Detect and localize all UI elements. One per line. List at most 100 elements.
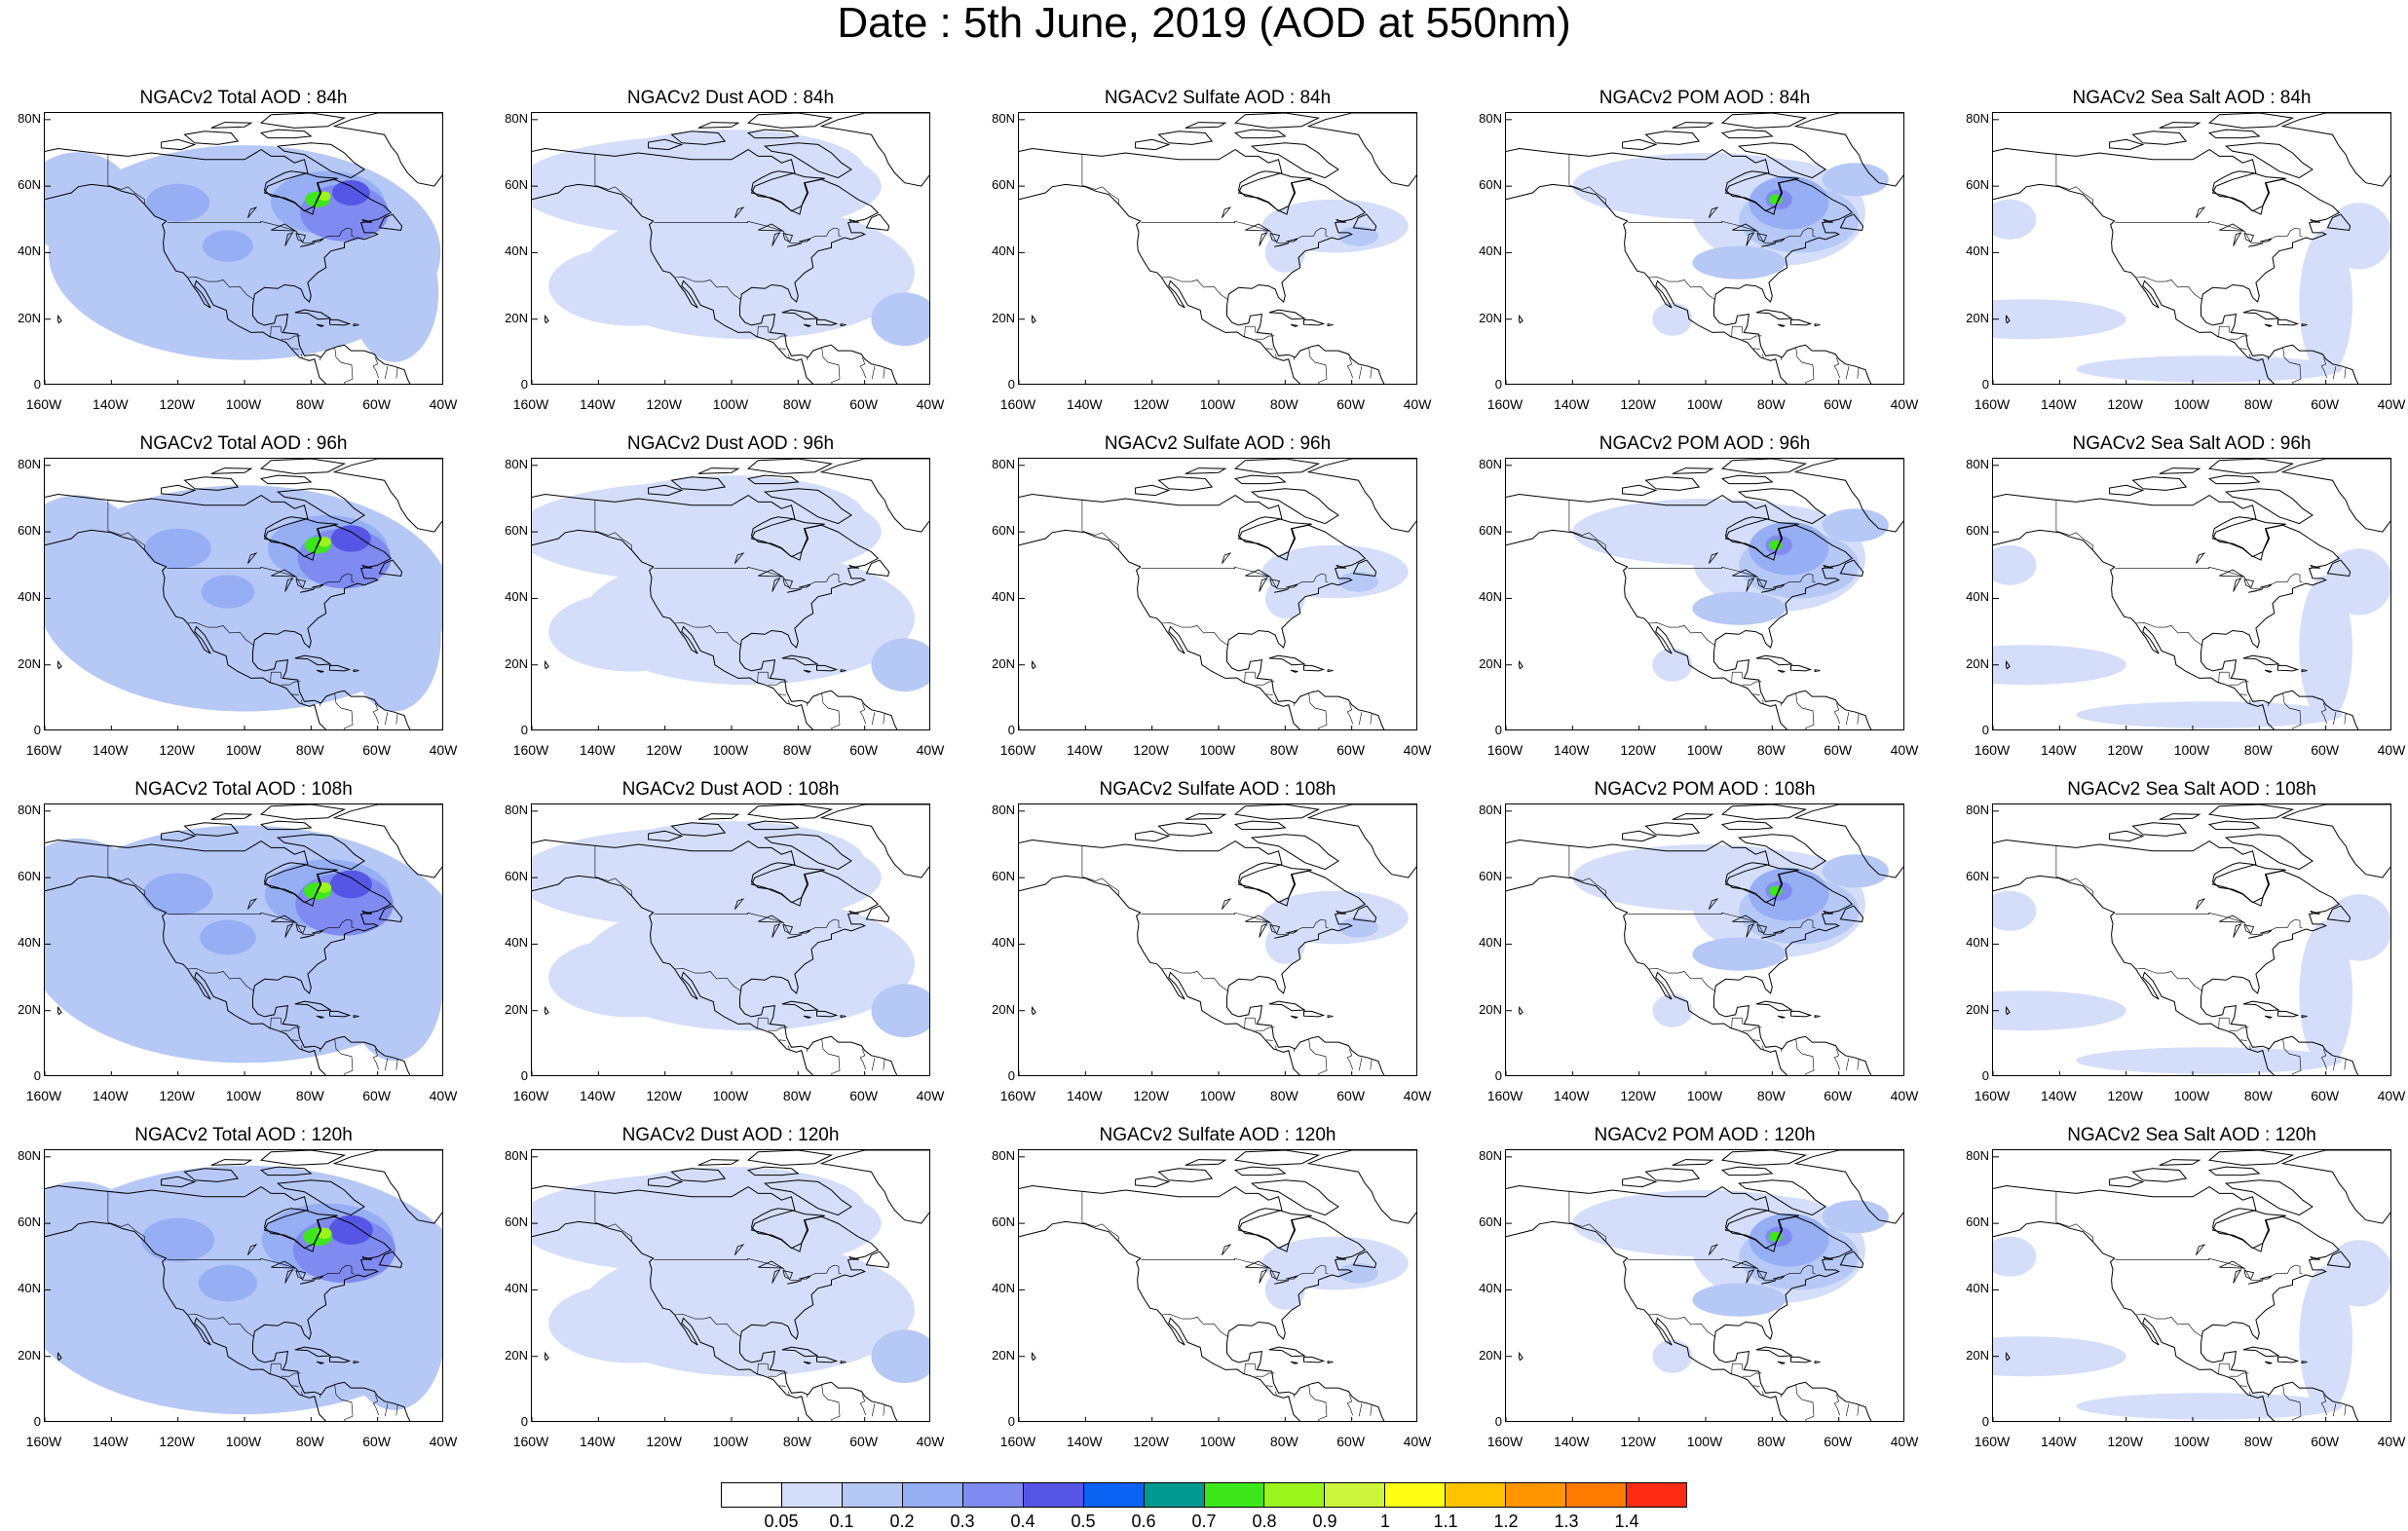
coastline [1793, 1150, 1903, 1224]
coastline [1793, 113, 1903, 187]
map-frame [1018, 803, 1417, 1076]
map-frame [1992, 803, 2391, 1076]
coastline [697, 813, 740, 820]
coastline [2159, 1159, 2201, 1166]
longitude-label: 100W [1686, 1434, 1723, 1449]
country-border [2218, 671, 2230, 684]
coastline [353, 1015, 359, 1019]
latitude-label: 80N [1479, 456, 1502, 471]
lake-outline [1756, 1270, 1768, 1281]
lake-outline [1259, 232, 1268, 246]
longitude-label: 160W [1486, 396, 1524, 412]
longitude-label: 80W [295, 742, 324, 758]
coastline [1777, 1361, 1786, 1364]
coastline [1672, 467, 1714, 474]
longitude-label: 120W [159, 742, 195, 758]
country-border [1742, 335, 1762, 340]
country-border [1254, 1363, 1257, 1370]
longitude-label: 80W [1269, 396, 1298, 412]
country-border [1752, 1385, 1760, 1387]
panel-title: NGACv2 Sulfate AOD : 108h [1099, 779, 1336, 800]
country-border [1568, 876, 1606, 896]
coastline [1019, 147, 1385, 384]
aod-contour-region [45, 152, 135, 254]
country-border [1141, 912, 1329, 936]
panel-title: NGACv2 POM AOD : 120h [1594, 1125, 1816, 1145]
country-border [757, 1363, 769, 1375]
longitude-label: 60W [2311, 396, 2340, 412]
map-panel-pom-84h: NGACv2 POM AOD : 84h 80N 60N 40N 20N 0 160W 140… [1461, 88, 1948, 433]
lake-outline [1756, 579, 1768, 589]
longitude-label: 40W [429, 742, 458, 758]
country-border [859, 1394, 866, 1416]
aod-contour-region [1264, 923, 1305, 964]
lake-outline [771, 1269, 781, 1284]
latitude-label: 0 [1007, 1068, 1015, 1083]
longitude-label: 160W [25, 396, 62, 412]
latitude-label: 0 [1494, 1414, 1502, 1429]
lake-outline [2243, 579, 2255, 589]
lake-outline [284, 232, 294, 246]
coastline [1290, 1015, 1298, 1019]
longitude-label: 80W [295, 1088, 324, 1103]
lake-outline [247, 206, 258, 218]
colorbar-tick-label: 0.1 [829, 1512, 854, 1531]
country-border [1742, 1027, 1762, 1031]
latitude-label: 40N [18, 243, 41, 259]
coastline [1724, 862, 1799, 907]
country-border [167, 912, 355, 936]
aod-contour-region [2076, 1047, 2343, 1074]
longitude-label: 100W [225, 396, 262, 412]
coastline [763, 488, 852, 525]
coastline [2264, 1015, 2273, 1019]
coastline [1233, 129, 1287, 139]
aod-contour-region [1652, 648, 1693, 682]
country-border [270, 1363, 282, 1375]
coastline [1019, 1184, 1385, 1421]
map-panel-dust-84h: NGACv2 Dust AOD : 84h 80N 60N 40N 20N 0 160W 14… [487, 88, 974, 433]
latitude-label: 60N [1479, 869, 1502, 884]
coastline [361, 218, 373, 223]
country-border [2228, 1018, 2231, 1025]
longitude-label: 140W [93, 742, 129, 758]
coastline [1622, 484, 1658, 497]
coastline [378, 905, 403, 923]
country-border [107, 1221, 145, 1242]
latitude-label: 40N [992, 243, 1015, 259]
latitude-label: 40N [505, 589, 528, 605]
lake-outline [2248, 934, 2263, 939]
coastline [750, 862, 825, 907]
map-panel-pom-96h: NGACv2 POM AOD : 96h 80N 60N 40N 20N 0 160W 140… [1461, 433, 1948, 779]
country-border [1845, 1403, 1850, 1417]
country-border [757, 1017, 769, 1029]
country-border [1857, 713, 1860, 725]
aod-contour-region [2299, 920, 2352, 1067]
coastline [259, 1166, 313, 1176]
country-border [674, 276, 741, 300]
lake-outline [295, 233, 307, 243]
country-border [1648, 967, 1715, 991]
aod-contour-region [328, 1214, 373, 1245]
lake-outline [2248, 243, 2263, 247]
coastline [2207, 474, 2261, 485]
aod-contour-region [1822, 508, 1889, 542]
country-border [806, 356, 809, 361]
country-border [1762, 1045, 1764, 1051]
coastline [2242, 1346, 2280, 1358]
coastline [353, 1361, 359, 1364]
coastline [1250, 834, 1339, 871]
longitude-label: 80W [1269, 1434, 1298, 1449]
country-border [1833, 702, 1840, 725]
coastline [1814, 323, 1821, 327]
coastline [750, 1208, 825, 1252]
coastline [746, 1150, 834, 1166]
coastline [1777, 1015, 1786, 1019]
coastline [840, 323, 847, 327]
country-border [1628, 566, 1816, 590]
lake-outline [1756, 924, 1768, 935]
latitude-label: 0 [520, 377, 528, 392]
longitude-label: 60W [2311, 1088, 2340, 1103]
lake-outline [1274, 588, 1289, 593]
country-border [372, 1048, 379, 1070]
latitude-label: 0 [33, 377, 41, 392]
